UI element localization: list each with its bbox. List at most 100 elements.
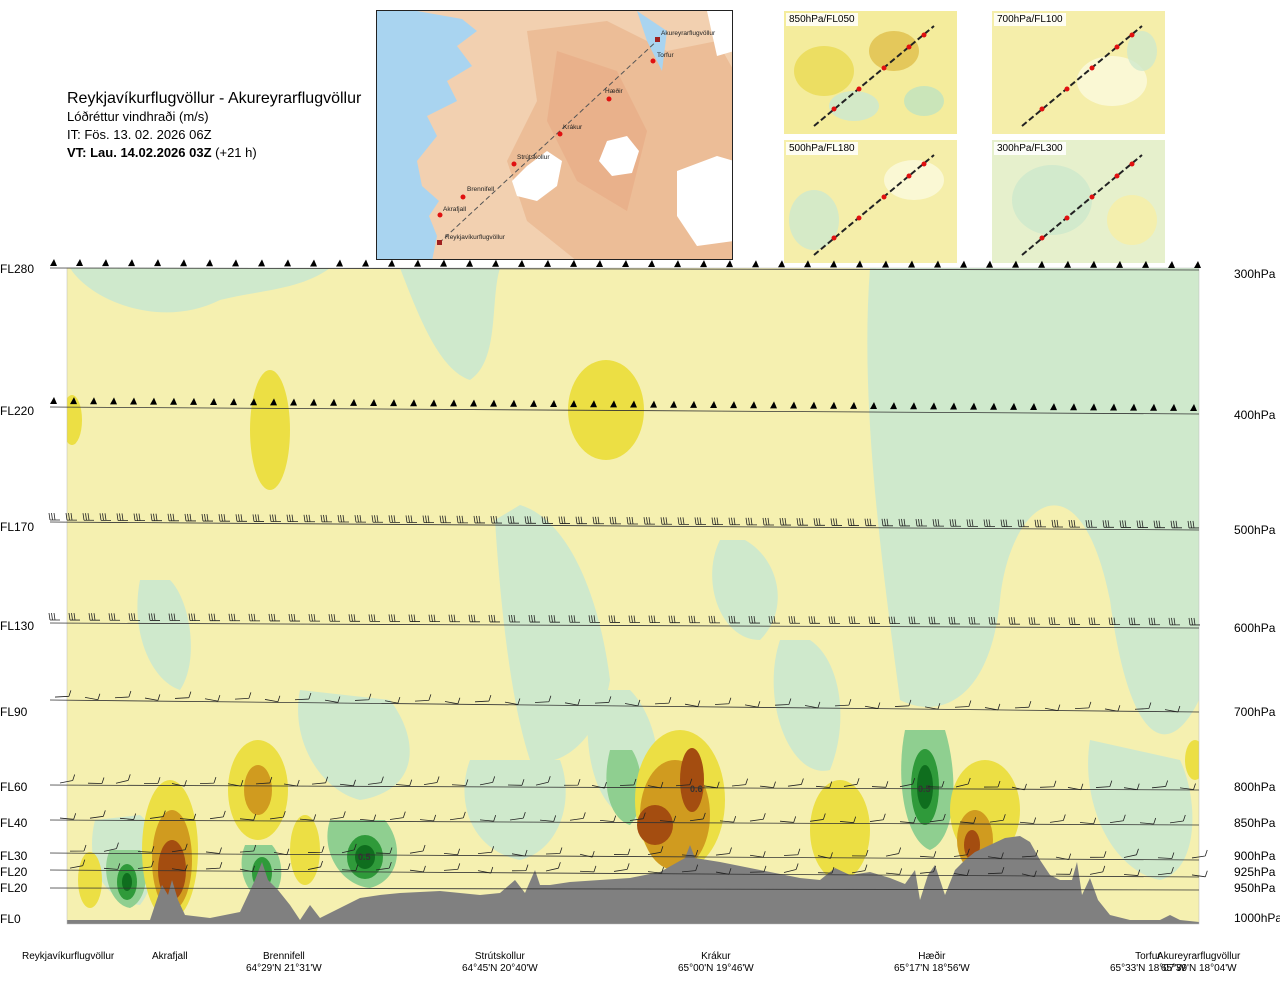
wind-barb: [188, 613, 200, 622]
wind-pennant: [850, 401, 857, 409]
route-map: Akureyrarflugvöllur Torfur Hæðir Krákur …: [376, 10, 733, 260]
wind-barb: [268, 613, 280, 622]
location-torfur: Torfur 65°33'N 18°07'W: [1110, 951, 1186, 974]
wind-barb: [804, 701, 821, 709]
wind-pennant: [270, 398, 277, 406]
wind-barb: [307, 860, 323, 870]
wind-barb: [308, 614, 320, 622]
wind-barb: [69, 859, 86, 869]
wind-barb: [708, 615, 720, 624]
wind-barb: [1168, 617, 1180, 626]
wind-barb: [675, 778, 693, 787]
fl-label-20b: FL20: [0, 881, 28, 895]
wind-barb: [479, 814, 497, 822]
wind-pennant: [362, 259, 369, 267]
hpa-label-900: 900hPa: [1234, 849, 1276, 863]
wind-barb: [443, 848, 461, 856]
wind-pennant: [1050, 403, 1057, 411]
wind-pennant: [414, 259, 421, 267]
contour-label-1: 0.5: [358, 852, 371, 862]
wind-barb: [888, 616, 900, 625]
wind-pennant: [450, 399, 457, 407]
wind-barb: [273, 848, 290, 856]
wind-barb: [119, 813, 137, 820]
hpa-label-925: 925hPa: [1234, 865, 1276, 879]
wind-barb: [1089, 851, 1107, 858]
wind-barb: [1191, 849, 1208, 859]
wind-barb: [449, 811, 466, 821]
wind-pennant: [232, 259, 239, 267]
wind-barb: [924, 703, 941, 710]
wind-pennant: [470, 399, 477, 407]
wind-barb: [813, 518, 825, 526]
wind-barb: [1067, 783, 1084, 791]
wind-pennant: [986, 260, 993, 268]
wind-barb: [869, 813, 886, 822]
wind-barb: [1157, 866, 1174, 876]
wind-pennant: [950, 402, 957, 410]
wind-pennant: [648, 260, 655, 268]
wind-pennant: [730, 401, 737, 409]
wind-barb: [885, 847, 902, 857]
wind-barb: [808, 616, 820, 624]
wind-barb: [208, 613, 220, 622]
wind-barb: [1044, 704, 1061, 711]
wind-pennant: [388, 259, 395, 267]
wind-barb: [59, 774, 76, 784]
wind-barb: [749, 865, 767, 873]
wind-barb: [54, 690, 72, 698]
wind-pennant: [1010, 402, 1017, 410]
wind-barb: [299, 814, 317, 821]
wind-barb: [984, 703, 1001, 711]
wind-pennant: [258, 259, 265, 267]
wind-barb: [959, 817, 977, 824]
wind-pennant: [778, 260, 785, 268]
wind-barb: [745, 517, 757, 526]
wind-barb: [143, 777, 161, 784]
wind-pennant: [1130, 403, 1137, 411]
map-label-reykjavik: Reykjavíkurflugvöllur: [445, 234, 506, 241]
wind-barb: [286, 514, 298, 523]
wind-barb: [779, 816, 797, 823]
wind-barb: [264, 695, 281, 703]
wind-barb: [477, 866, 494, 874]
wind-barb: [647, 866, 664, 874]
wind-pennant: [1038, 260, 1045, 268]
wind-pennant: [1142, 260, 1149, 268]
wind-barb: [511, 849, 528, 857]
wind-barb: [1055, 868, 1073, 875]
wind-pennant: [310, 398, 317, 406]
mini-map-300: 300hPa/FL300: [992, 140, 1165, 263]
wind-barb: [128, 613, 140, 621]
wind-barb: [133, 513, 145, 521]
wind-pennant: [910, 402, 917, 410]
wind-barb: [255, 776, 273, 785]
wind-barb: [915, 518, 927, 527]
wind-pennant: [622, 259, 629, 267]
wind-pennant: [50, 259, 57, 266]
wind-barb: [919, 865, 936, 874]
wind-barb: [137, 860, 154, 869]
wind-pennant: [130, 397, 137, 405]
fl-label-0: FL0: [0, 912, 21, 926]
wind-barb: [307, 846, 325, 853]
wind-barb: [115, 774, 131, 784]
wind-barb: [626, 516, 638, 525]
wind-pennant: [154, 259, 161, 267]
wind-barb: [288, 613, 300, 622]
parameter-title: Lóðréttur vindhraði (m/s): [67, 109, 209, 124]
fl-label-20a: FL20: [0, 865, 28, 879]
wind-barb: [84, 693, 101, 701]
wind-barb: [1039, 780, 1057, 788]
wind-barb: [681, 864, 699, 873]
wind-pennant: [544, 259, 551, 267]
wind-barb: [1068, 617, 1080, 625]
wind-barb: [927, 781, 945, 788]
wind-barb: [439, 515, 451, 524]
wind-barb: [1108, 617, 1120, 626]
wind-barb: [144, 694, 161, 701]
wind-barb: [368, 614, 380, 622]
wind-pennant: [960, 260, 967, 268]
wind-pennant: [76, 259, 83, 267]
wind-barb: [1157, 852, 1175, 859]
